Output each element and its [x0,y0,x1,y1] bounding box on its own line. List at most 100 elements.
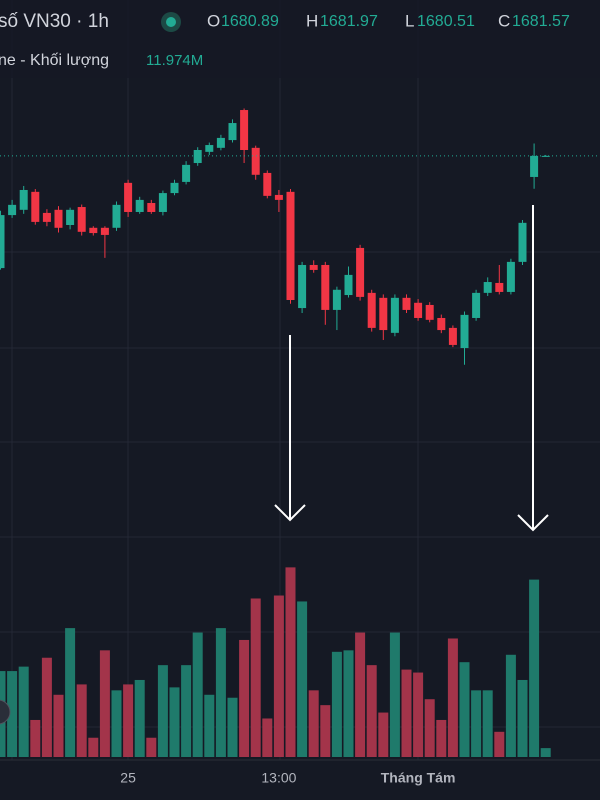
volume-bar [146,737,157,757]
candle-body [228,123,237,141]
candle-body [42,212,51,222]
volume-bar [517,679,528,757]
candle-body [448,327,457,345]
volume-bar [355,632,366,757]
scroll-button[interactable] [0,699,11,725]
volume-bar [378,712,389,757]
volume-bar [320,705,331,757]
volume-bar [482,690,493,757]
candle-body [460,314,469,349]
volume-bar [204,694,215,757]
candle-body [124,182,133,212]
candle-body [8,204,17,216]
candle-body [147,202,156,212]
arrow-head [274,504,306,522]
volume-bar [413,672,424,757]
candle-body [77,207,86,232]
marks [0,108,600,757]
volume-bar [88,737,99,757]
candle-body [135,199,144,212]
ohlc-value: 1680.51 [417,13,475,30]
candle-body [344,274,353,296]
x-tick-label: Tháng Tám [381,770,456,786]
volume-bar [111,690,122,757]
ohlc-tag: L [405,11,414,30]
candle-body [506,261,515,292]
ohlc-tag: H [306,11,318,30]
candle-body [332,289,341,310]
volume-bar [123,684,134,757]
candle-body [518,222,527,262]
annotations [274,205,549,532]
symbol: số VN30 · 1h [0,11,109,32]
volume-bar [273,595,284,757]
volume-bar [343,650,354,757]
volume-bar [262,718,273,757]
volume-bar [134,679,145,757]
candle-body [54,209,63,228]
volume-bar [366,665,377,757]
candle-body [321,264,330,310]
volume-bar [285,567,296,757]
candle-body [182,164,191,182]
volume-value: 11.974M [146,52,203,69]
candle-body [483,282,492,293]
volume-bar [389,632,400,757]
volume-bar [447,638,458,757]
volume-title: ne - Khối lượng [0,52,109,69]
candle-body [286,191,295,300]
volume-bar [250,598,261,757]
ohlc-value: 1681.97 [320,13,378,30]
candle-body [356,247,365,297]
candle-body [170,182,179,194]
volume-bar [76,684,87,757]
candle-body [367,292,376,328]
candle-body [100,227,109,235]
ohlc-tag: C [498,11,510,30]
candle-body [379,297,388,331]
volume-bar [169,687,180,757]
candle-body [193,150,202,164]
volume-bar [239,639,250,757]
volume-bar [215,628,226,757]
volume-bar [529,579,540,757]
candle-body [66,209,75,225]
ohlc-value: 1680.89 [221,13,279,30]
volume-bar [436,719,447,757]
volume-bar [65,628,76,757]
candle-body [437,317,446,331]
ohlc-value: 1681.57 [512,13,570,30]
candle-body [425,304,434,320]
candle-body [112,204,121,228]
candle-body [19,189,28,210]
volume-bar [297,601,308,757]
candle-body [274,194,283,200]
candle-body [89,227,98,234]
candle-body [530,155,539,177]
volume-bar [505,654,516,757]
x-tick-label: 13:00 [261,770,296,786]
volume-bar [459,662,470,757]
volume-bar [424,699,435,757]
volume-bar [41,657,52,757]
volume-bar [192,632,203,757]
candle-body [31,191,40,222]
legend: số VN30 · 1h O 1680.89 H 1681.97 L 1680.… [0,0,600,78]
volume-bar [18,666,29,757]
ohlc-tag: O [207,11,220,30]
candle-body [0,215,5,269]
candle-body [414,302,423,318]
x-tick-label: 25 [120,770,136,786]
candle-body [472,292,481,318]
volume-bar [157,665,168,757]
candle-body [541,155,550,157]
legend-bg [0,0,600,78]
volume-bar [53,694,64,757]
volume-bar [331,651,342,757]
volume-bar [181,665,192,757]
volume-bar [401,669,412,757]
volume-bar [471,690,482,757]
candle-body [205,145,214,152]
volume-bar [99,650,110,757]
